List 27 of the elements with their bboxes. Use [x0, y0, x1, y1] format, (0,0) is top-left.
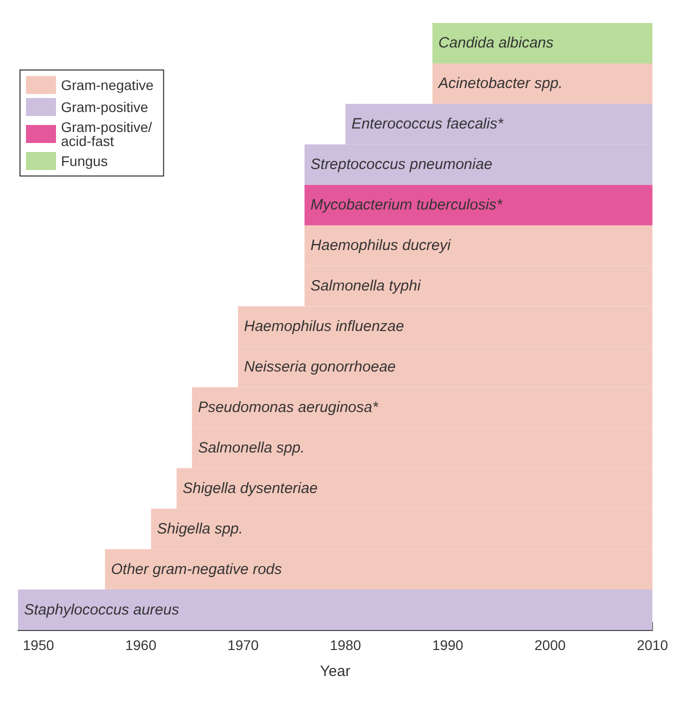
y-tick-label: Salmonella typhi	[310, 278, 422, 295]
y-tick-label: Candida albicans	[438, 34, 554, 52]
x-axis-title: Year	[320, 663, 350, 680]
y-tick-label: Haemophilus ducreyi	[310, 237, 452, 254]
legend-label: Gram-positive/acid-fast	[61, 119, 152, 149]
y-tick-label: Mycobacterium tuberculosis*	[310, 196, 504, 214]
x-tick-label: 1990	[432, 637, 464, 653]
y-tick-label: Other gram-negative rods	[110, 560, 282, 578]
y-tick-label: Streptococcus pneumoniae	[310, 156, 492, 174]
y-tick-label: Enterococcus faecalis*	[351, 116, 504, 133]
x-tick-label: 1970	[228, 637, 259, 653]
x-tick-label: 2010	[636, 637, 668, 653]
x-tick-label: 1960	[125, 637, 157, 653]
legend-label: Fungus	[61, 153, 108, 169]
y-tick-label: Shigella spp.	[157, 520, 243, 538]
y-tick-label: Pseudomonas aeruginosa*	[198, 398, 380, 416]
x-tick-label: 1950	[22, 637, 54, 653]
y-tick-label: Haemophilus influenzae	[244, 318, 404, 335]
y-tick-label: Staphylococcus aureus	[24, 601, 180, 618]
y-tick-label: Salmonella spp.	[198, 439, 305, 456]
x-tick-label: 1980	[330, 637, 362, 653]
legend-label: Gram-positive	[61, 99, 148, 115]
y-tick-label: Neisseria gonorrhoeae	[244, 358, 396, 376]
y-tick-label: Acinetobacter spp.	[437, 75, 563, 92]
x-tick-label: 2000	[534, 637, 566, 653]
legend-label: Gram-negative	[61, 77, 154, 93]
y-tick-label: Shigella dysenteriae	[182, 480, 318, 497]
